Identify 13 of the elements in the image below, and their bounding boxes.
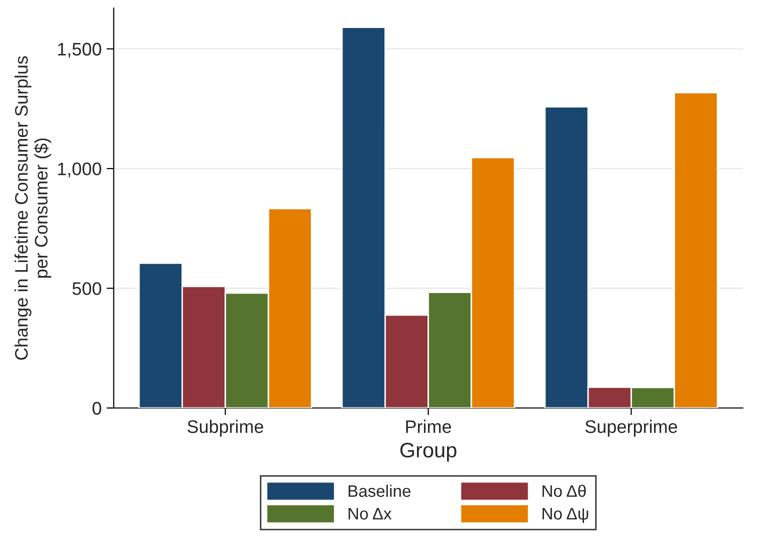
y-tick-label: 1,500 <box>58 42 102 58</box>
legend-label: No Δψ <box>542 508 588 523</box>
x-tick-label: Superprime <box>585 420 678 437</box>
x-tick-label: Prime <box>406 420 452 434</box>
legend-label: Baseline <box>348 484 410 497</box>
legend-label: No Δx <box>348 508 392 520</box>
y-tick-label: 0 <box>92 402 102 415</box>
x-axis-title: Group <box>400 442 456 462</box>
y-tick-label: 1,000 <box>58 162 102 178</box>
x-tick-label: Subprime <box>188 420 264 437</box>
y-axis-title: Change in Lifetime Consumer Surplus per Consumer ($) <box>14 56 52 360</box>
legend-label: No Δθ <box>542 484 586 497</box>
y-tick-label: 500 <box>72 282 102 296</box>
